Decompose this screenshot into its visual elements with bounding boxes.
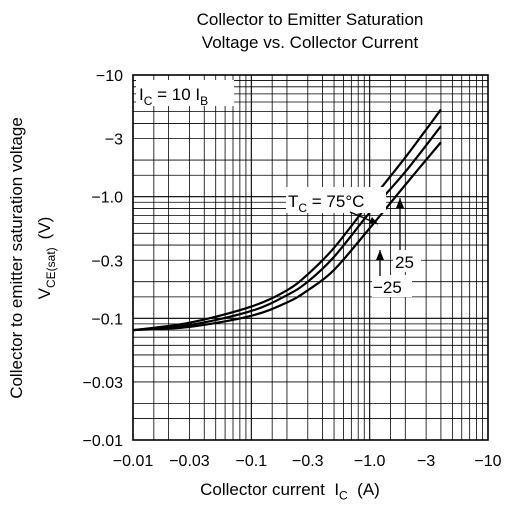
series-layer — [132, 108, 442, 332]
x-tick-label: −0.3 — [292, 453, 324, 470]
y-tick-label: −0.01 — [83, 433, 124, 450]
series-line — [132, 141, 442, 332]
x-tick-label: −10 — [474, 453, 501, 470]
plot-frame — [132, 74, 489, 441]
label-minus25-arrowhead — [376, 250, 384, 260]
y-axis-label-symbol: V — [35, 287, 54, 299]
label-25-bg — [393, 250, 421, 272]
x-axis-label-sub: C — [339, 488, 348, 503]
label-minus25-bg — [372, 275, 412, 297]
label-minus25: −25 — [373, 278, 402, 297]
tick-labels: −0.01 −0.03 −0.1 −0.3 −1.0 −3 −10 −0.01 −0.03 −0.… — [83, 68, 502, 470]
condition-label-sub: C — [144, 94, 153, 108]
grid — [132, 75, 488, 441]
y-axis-label-unit: (V) — [35, 217, 54, 240]
y-tick-label: −3 — [105, 132, 123, 149]
tc-label-part: = 75°C — [307, 192, 364, 211]
x-tick-label: −0.1 — [236, 453, 268, 470]
x-tick-label: −0.01 — [113, 453, 154, 470]
series-line — [132, 125, 442, 332]
condition-label-part: I — [139, 85, 144, 104]
tc-label-sub: C — [298, 201, 307, 215]
y-axis-label-line1: Collector to emitter saturation voltage — [7, 117, 26, 399]
y-tick-label: −0.03 — [83, 375, 124, 392]
x-tick-label: −3 — [417, 453, 435, 470]
condition-label-part: = 10 I — [152, 85, 200, 104]
series-line — [132, 108, 442, 332]
x-axis-label-unit: (A) — [357, 480, 380, 499]
y-axis-label-line2: VCE(sat) (V) — [35, 217, 58, 300]
condition-label-bg — [136, 80, 234, 106]
x-axis-label-main: Collector current — [200, 480, 325, 499]
x-axis-label-symbol: I — [334, 480, 340, 499]
tc-label-part: T — [288, 192, 298, 211]
y-tick-label: −10 — [96, 68, 123, 85]
x-tick-label: −0.03 — [169, 453, 210, 470]
tc-label: TC = 75°C — [288, 192, 364, 215]
label-25-arrowhead — [396, 198, 404, 208]
y-axis-label-sub: CE(sat) — [44, 247, 58, 288]
condition-label-sub: B — [200, 94, 208, 108]
tc-arrowhead — [369, 217, 378, 224]
y-tick-label: −1.0 — [91, 190, 123, 207]
y-tick-label: −0.1 — [91, 311, 123, 328]
chart-title-line1: Collector to Emitter Saturation — [196, 10, 424, 29]
y-tick-label: −0.3 — [91, 253, 123, 270]
label-25: 25 — [395, 253, 414, 272]
chart-title-line2: Voltage vs. Collector Current — [201, 33, 419, 52]
tc-label-bg — [286, 187, 386, 213]
condition-label: IC = 10 IB — [139, 85, 208, 108]
x-axis-label: Collector current IC (A) — [130, 480, 450, 502]
x-tick-label: −1.0 — [354, 453, 386, 470]
